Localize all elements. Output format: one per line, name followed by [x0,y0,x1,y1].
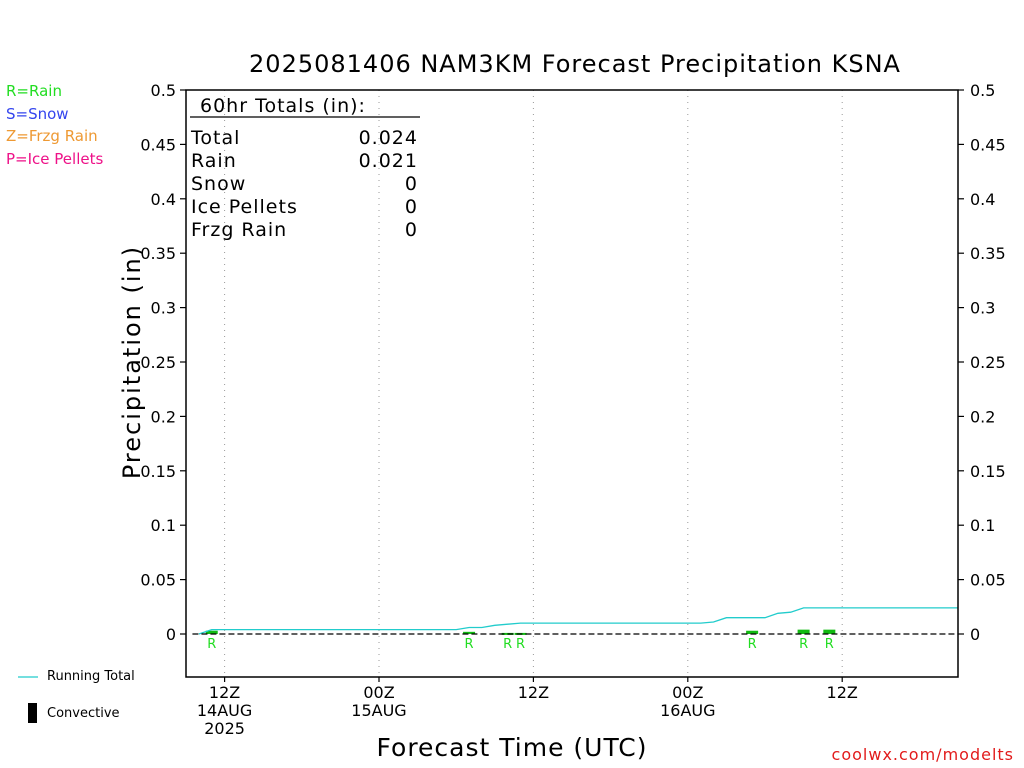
x-tick-label: 00Z [672,683,703,702]
y-tick-label-left: 0.15 [140,462,176,481]
x-tick-label: 12Z [827,683,858,702]
precip-type-marker: R [748,637,757,652]
x-tick-label: 12Z [209,683,240,702]
precip-bar [823,629,836,634]
y-tick-label-left: 0 [166,625,176,644]
running-total-swatch [18,676,38,678]
totals-box: 60hr Totals (in): Total 0.024 Rain 0.021 Snow… [190,95,420,241]
y-tick-label-left: 0.05 [140,571,176,590]
x-tick-label: 14AUG [197,701,252,720]
legend-snow: S=Snow [6,105,69,123]
totals-row-label: Total [190,127,240,149]
precip-type-marker: R [825,637,834,652]
precip-bar [463,631,476,634]
precip-type-marker: R [503,637,512,652]
y-tick-label-right: 0.25 [970,353,1006,372]
convective-label: Convective [47,706,120,721]
running-total-line [198,607,958,635]
legend-ice-pellets: P=Ice Pellets [6,150,104,168]
x-tick-label: 00Z [363,683,394,702]
x-tick-label: 16AUG [660,701,715,720]
precip-bar [746,630,759,634]
totals-row-label: Rain [191,150,237,172]
y-tick-label-right: 0.45 [970,135,1006,154]
y-tick-label-left: 0.45 [140,135,176,154]
y-tick-label-left: 0.1 [151,516,176,535]
plot-frame [185,89,959,678]
totals-row-label: Ice Pellets [191,196,298,218]
precip-type-marker: R [799,637,808,652]
y-tick-label-left: 0.35 [140,244,176,263]
y-tick-label-right: 0.4 [970,190,995,209]
totals-row-value: 0 [405,196,418,218]
x-tick-label: 2025 [204,719,245,738]
chart-title: 2025081406 NAM3KM Forecast Precipitation… [249,50,901,78]
totals-header: 60hr Totals (in): [200,95,366,117]
credit-link[interactable]: coolwx.com/modelts [831,745,1014,764]
totals-row-value: 0 [405,219,418,241]
convective-swatch [28,703,37,723]
y-tick-label-left: 0.3 [151,299,176,318]
running-total-label: Running Total [47,669,135,684]
y-tick-label-left: 0.4 [151,190,176,209]
y-tick-label-right: 0.2 [970,407,995,426]
y-tick-label-right: 0.05 [970,571,1006,590]
totals-row-value: 0.021 [359,150,418,172]
precip-type-marker: R [465,637,474,652]
x-tick-label: 12Z [518,683,549,702]
precip-type-marker: R [516,637,525,652]
totals-row-label: Snow [191,173,246,195]
y-tick-label-right: 0.3 [970,299,995,318]
x-axis-label: Forecast Time (UTC) [376,733,648,762]
legend-rain: R=Rain [6,82,62,100]
y-tick-label-left: 0.5 [151,81,176,100]
y-tick-label-right: 0.15 [970,462,1006,481]
totals-row-value: 0 [405,173,418,195]
totals-row-label: Frzg Rain [191,219,287,241]
y-tick-label-right: 0.35 [970,244,1006,263]
y-tick-label-left: 0.2 [151,407,176,426]
precip-type-marker: R [207,637,216,652]
totals-row-value: 0.024 [359,127,418,149]
y-tick-label-right: 0.5 [970,81,995,100]
precip-bar [797,629,810,634]
y-tick-label-right: 0.1 [970,516,995,535]
y-tick-label-left: 0.25 [140,353,176,372]
precip-bar [205,630,218,634]
legend-freezing-rain: Z=Frzg Rain [6,127,98,145]
x-tick-label: 15AUG [351,701,406,720]
y-tick-label-right: 0 [970,625,980,644]
